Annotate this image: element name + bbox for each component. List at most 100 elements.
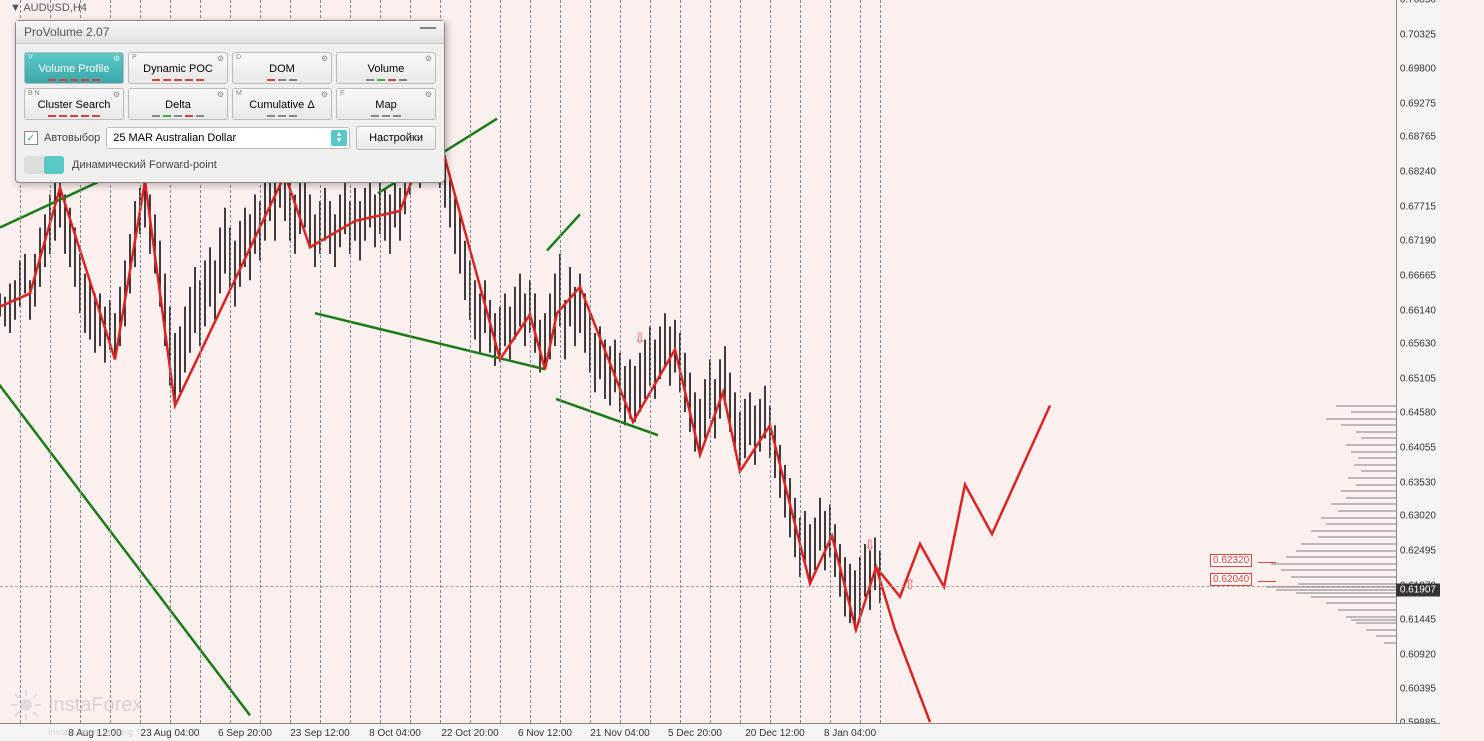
button-letters: D: [236, 54, 241, 61]
sun-icon: [10, 689, 42, 721]
y-tick: 0.67715: [1400, 201, 1436, 212]
price-marker-tick: [1258, 562, 1276, 563]
button-label: Volume: [339, 63, 433, 75]
button-dashes: [233, 79, 331, 81]
button-letters: E: [340, 90, 345, 97]
button-label: Delta: [131, 99, 225, 111]
y-tick: 0.70325: [1400, 29, 1436, 40]
x-tick: 23 Aug 04:00: [141, 728, 200, 739]
y-tick: 0.65630: [1400, 339, 1436, 350]
gear-icon[interactable]: ⚙: [425, 54, 432, 63]
symbol-label[interactable]: ▼ AUDUSD,H4: [10, 2, 87, 14]
panel-button-map[interactable]: E ⚙Map: [336, 88, 436, 120]
gear-icon[interactable]: ⚙: [113, 90, 120, 99]
x-axis: 8 Aug 12:0023 Aug 04:006 Sep 20:0023 Sep…: [0, 723, 1440, 741]
gear-icon[interactable]: ⚙: [321, 90, 328, 99]
grid-vline: [620, 0, 621, 723]
button-letters: M: [236, 90, 242, 97]
gear-icon[interactable]: ⚙: [321, 54, 328, 63]
panel-button-dom[interactable]: D ⚙DOM: [232, 52, 332, 84]
x-tick: 21 Nov 04:00: [590, 728, 650, 739]
price-marker: 0.62320: [1210, 554, 1252, 567]
grid-vline: [500, 0, 501, 723]
panel-button-volume-profile[interactable]: V ⚙Volume Profile: [24, 52, 124, 84]
y-tick: 0.64055: [1400, 443, 1436, 454]
minimize-icon[interactable]: [420, 25, 436, 29]
arrow-down-icon: ⇩: [864, 537, 876, 554]
grid-vline: [680, 0, 681, 723]
panel-button-cluster-search[interactable]: B N ⚙Cluster Search: [24, 88, 124, 120]
button-label: Map: [339, 99, 433, 111]
x-tick: 5 Dec 20:00: [668, 728, 722, 739]
panel-button-dynamic-poc[interactable]: P⚙Dynamic POC: [128, 52, 228, 84]
autoselect-checkbox[interactable]: ✓: [24, 131, 38, 145]
gear-icon[interactable]: ⚙: [113, 54, 120, 63]
instrument-value: 25 MAR Australian Dollar: [113, 132, 236, 144]
y-tick: 0.66665: [1400, 270, 1436, 281]
toggle-row: Динамический Forward-point: [24, 156, 436, 174]
grid-vline: [470, 0, 471, 723]
logo: InstaForex: [10, 689, 142, 721]
button-label: DOM: [235, 63, 329, 75]
controls-row: ✓ Автовыбор 25 MAR Australian Dollar ▲▼ …: [24, 126, 436, 150]
button-letters: V: [28, 54, 33, 61]
grid-vline: [860, 0, 861, 723]
instrument-select[interactable]: 25 MAR Australian Dollar ▲▼: [106, 127, 350, 149]
button-label: Cumulative Δ: [235, 99, 329, 111]
button-letters: B N: [28, 90, 40, 97]
y-axis: 0.708500.703250.698000.692750.687650.682…: [1396, 0, 1440, 741]
y-tick: 0.64580: [1400, 408, 1436, 419]
forward-point-toggle[interactable]: [24, 156, 64, 174]
gear-icon[interactable]: ⚙: [425, 90, 432, 99]
button-dashes: [233, 115, 331, 117]
grid-vline: [800, 0, 801, 723]
x-tick: 8 Oct 04:00: [369, 728, 421, 739]
button-dashes: [129, 79, 227, 81]
button-dashes: [337, 79, 435, 81]
grid-vline: [530, 0, 531, 723]
grid-vline: [830, 0, 831, 723]
button-row-2: B N⚙Cluster Search⚙DeltaM⚙Cumulative ΔE⚙…: [24, 88, 436, 120]
y-tick: 0.69800: [1400, 64, 1436, 75]
arrow-up-icon: ⇧: [904, 576, 916, 593]
panel-button-delta[interactable]: ⚙Delta: [128, 88, 228, 120]
autoselect-label: Автовыбор: [44, 132, 100, 144]
current-price-box: 0.61907: [1396, 583, 1440, 596]
x-tick: 6 Sep 20:00: [218, 728, 272, 739]
panel-title-bar[interactable]: ProVolume 2.07: [16, 21, 444, 44]
panel-body: V⚙Volume ProfileP⚙Dynamic POCD⚙DOM⚙Volum…: [16, 44, 444, 182]
button-label: Cluster Search: [27, 99, 121, 111]
grid-vline: [770, 0, 771, 723]
button-label: Volume Profile: [27, 63, 121, 75]
grid-vline: [710, 0, 711, 723]
panel-button-volume[interactable]: ⚙Volume: [336, 52, 436, 84]
grid-vline: [880, 0, 881, 723]
gear-icon[interactable]: ⚙: [217, 54, 224, 63]
gear-icon[interactable]: ⚙: [217, 90, 224, 99]
y-tick: 0.65105: [1400, 373, 1436, 384]
y-tick: 0.69275: [1400, 98, 1436, 109]
settings-button[interactable]: Настройки: [356, 126, 436, 150]
y-tick: 0.66140: [1400, 305, 1436, 316]
y-tick: 0.61445: [1400, 615, 1436, 626]
price-marker: 0.62040: [1210, 573, 1252, 586]
panel-title: ProVolume 2.07: [24, 25, 109, 39]
y-tick: 0.68240: [1400, 167, 1436, 178]
x-tick: 23 Sep 12:00: [290, 728, 350, 739]
logo-subtitle: Instant Forex Trading: [48, 727, 133, 737]
button-dashes: [25, 79, 123, 81]
grid-vline: [650, 0, 651, 723]
panel-button-cumulative-[interactable]: M ⚙Cumulative Δ: [232, 88, 332, 120]
button-dashes: [25, 115, 123, 117]
price-marker-tick: [1258, 581, 1276, 582]
x-tick: 8 Jan 04:00: [824, 728, 876, 739]
button-letters: P: [132, 54, 137, 61]
grid-vline: [560, 0, 561, 723]
button-dashes: [129, 115, 227, 117]
y-tick: 0.63530: [1400, 477, 1436, 488]
select-arrows-icon[interactable]: ▲▼: [331, 130, 347, 146]
provolume-panel: ProVolume 2.07 V⚙Volume ProfileP⚙Dynamic…: [15, 20, 445, 183]
y-tick: 0.68765: [1400, 132, 1436, 143]
x-tick: 6 Nov 12:00: [518, 728, 572, 739]
y-tick: 0.62495: [1400, 545, 1436, 556]
